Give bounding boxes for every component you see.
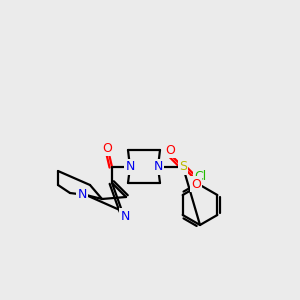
Text: O: O: [165, 143, 175, 157]
Text: S: S: [179, 160, 187, 173]
Text: O: O: [191, 178, 201, 190]
Text: N: N: [125, 160, 135, 173]
Text: O: O: [102, 142, 112, 154]
Text: N: N: [120, 209, 130, 223]
Text: N: N: [77, 188, 87, 200]
Text: Cl: Cl: [194, 170, 206, 184]
Text: N: N: [153, 160, 163, 173]
